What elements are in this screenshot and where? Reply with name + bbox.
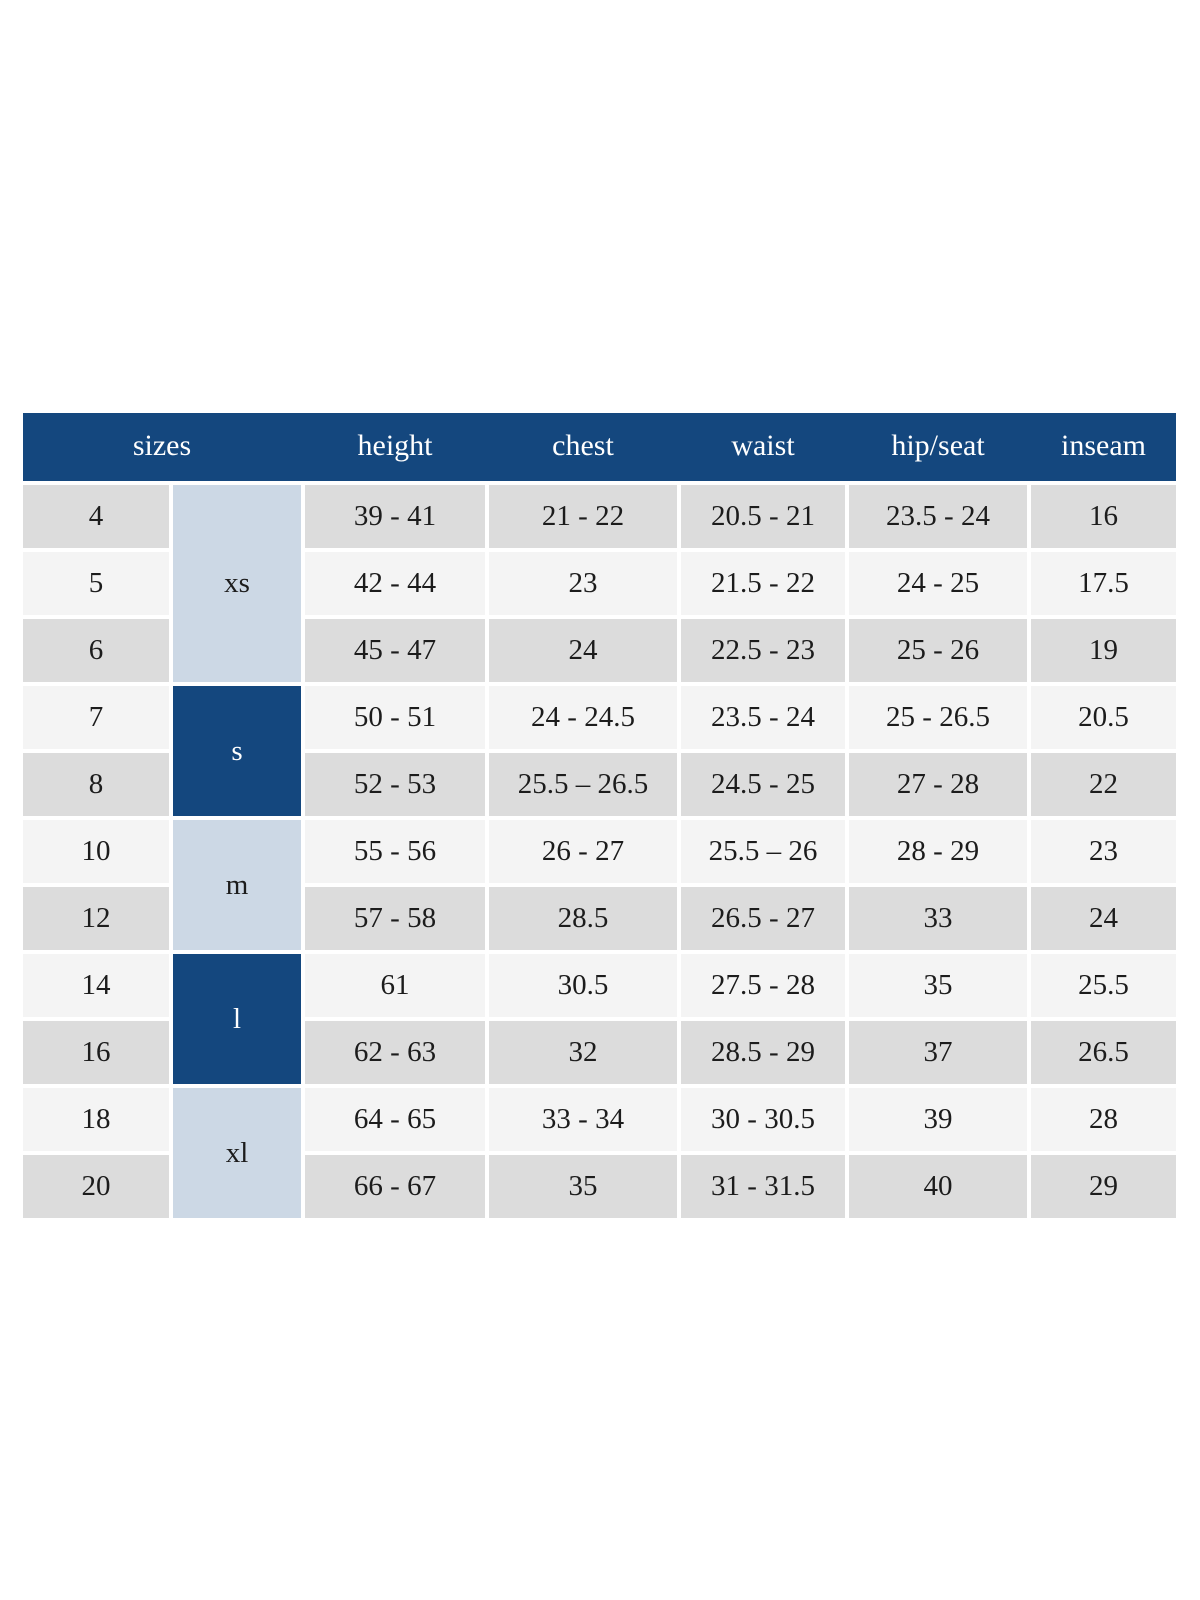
- chest-cell: 21 - 22: [489, 485, 677, 548]
- column-header-hip-seat: hip/seat: [891, 429, 985, 462]
- waist-cell: 28.5 - 29: [681, 1021, 845, 1084]
- hip-seat-cell: 25 - 26.5: [849, 686, 1027, 749]
- waist-cell: 27.5 - 28: [681, 954, 845, 1017]
- size-group-cell-s: s: [173, 686, 301, 816]
- waist-cell: 30 - 30.5: [681, 1088, 845, 1151]
- size-number-cell: 16: [23, 1021, 169, 1084]
- chest-cell: 24 - 24.5: [489, 686, 677, 749]
- height-cell: 45 - 47: [305, 619, 485, 682]
- inseam-cell: 16: [1031, 485, 1176, 548]
- chest-cell: 30.5: [489, 954, 677, 1017]
- height-cell: 39 - 41: [305, 485, 485, 548]
- size-number-cell: 14: [23, 954, 169, 1017]
- chest-cell: 28.5: [489, 887, 677, 950]
- hip-seat-cell: 40: [849, 1155, 1027, 1218]
- chest-cell: 23: [489, 552, 677, 615]
- height-cell: 55 - 56: [305, 820, 485, 883]
- chest-cell: 33 - 34: [489, 1088, 677, 1151]
- table-header-row: sizes height chest waist hip/seat inseam: [23, 413, 1176, 481]
- waist-cell: 20.5 - 21: [681, 485, 845, 548]
- hip-seat-cell: 25 - 26: [849, 619, 1027, 682]
- height-cell: 42 - 44: [305, 552, 485, 615]
- size-group-cell-m: m: [173, 820, 301, 950]
- size-number-cell: 12: [23, 887, 169, 950]
- column-header-inseam: inseam: [1061, 429, 1146, 462]
- column-header-sizes: sizes: [132, 429, 192, 462]
- size-number-cell: 5: [23, 552, 169, 615]
- waist-cell: 26.5 - 27: [681, 887, 845, 950]
- hip-seat-cell: 24 - 25: [849, 552, 1027, 615]
- inseam-cell: 28: [1031, 1088, 1176, 1151]
- height-cell: 66 - 67: [305, 1155, 485, 1218]
- waist-cell: 24.5 - 25: [681, 753, 845, 816]
- hip-seat-cell: 23.5 - 24: [849, 485, 1027, 548]
- inseam-cell: 25.5: [1031, 954, 1176, 1017]
- hip-seat-cell: 35: [849, 954, 1027, 1017]
- size-number-cell: 8: [23, 753, 169, 816]
- hip-seat-cell: 28 - 29: [849, 820, 1027, 883]
- waist-cell: 25.5 – 26: [681, 820, 845, 883]
- waist-cell: 23.5 - 24: [681, 686, 845, 749]
- waist-cell: 21.5 - 22: [681, 552, 845, 615]
- hip-seat-cell: 37: [849, 1021, 1027, 1084]
- inseam-cell: 29: [1031, 1155, 1176, 1218]
- hip-seat-cell: 27 - 28: [849, 753, 1027, 816]
- waist-cell: 31 - 31.5: [681, 1155, 845, 1218]
- size-number-cell: 10: [23, 820, 169, 883]
- inseam-cell: 19: [1031, 619, 1176, 682]
- inseam-cell: 24: [1031, 887, 1176, 950]
- height-cell: 64 - 65: [305, 1088, 485, 1151]
- size-number-cell: 7: [23, 686, 169, 749]
- size-number-cell: 18: [23, 1088, 169, 1151]
- inseam-cell: 20.5: [1031, 686, 1176, 749]
- size-group-cell-xs: xs: [173, 485, 301, 682]
- height-cell: 62 - 63: [305, 1021, 485, 1084]
- chest-cell: 35: [489, 1155, 677, 1218]
- height-cell: 61: [305, 954, 485, 1017]
- size-group-cell-l: l: [173, 954, 301, 1084]
- inseam-cell: 17.5: [1031, 552, 1176, 615]
- hip-seat-cell: 39: [849, 1088, 1027, 1151]
- column-header-height: height: [357, 429, 433, 462]
- size-group-cell-xl: xl: [173, 1088, 301, 1218]
- size-number-cell: 20: [23, 1155, 169, 1218]
- chest-cell: 32: [489, 1021, 677, 1084]
- column-header-waist: waist: [731, 429, 795, 462]
- size-number-cell: 4: [23, 485, 169, 548]
- height-cell: 50 - 51: [305, 686, 485, 749]
- hip-seat-cell: 33: [849, 887, 1027, 950]
- waist-cell: 22.5 - 23: [681, 619, 845, 682]
- chest-cell: 26 - 27: [489, 820, 677, 883]
- column-header-chest: chest: [552, 429, 614, 462]
- chest-cell: 25.5 – 26.5: [489, 753, 677, 816]
- chest-cell: 24: [489, 619, 677, 682]
- height-cell: 52 - 53: [305, 753, 485, 816]
- inseam-cell: 23: [1031, 820, 1176, 883]
- inseam-cell: 26.5: [1031, 1021, 1176, 1084]
- inseam-cell: 22: [1031, 753, 1176, 816]
- size-chart-table: sizes height chest waist hip/seat inseam…: [23, 413, 1176, 1218]
- height-cell: 57 - 58: [305, 887, 485, 950]
- size-number-cell: 6: [23, 619, 169, 682]
